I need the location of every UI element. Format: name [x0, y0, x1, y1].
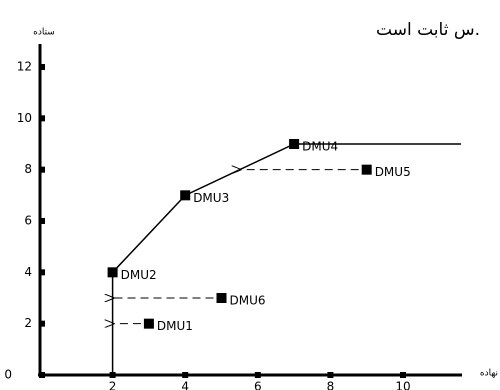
point-label: DMU3: [193, 191, 229, 205]
point-label: DMU2: [121, 268, 157, 282]
y-tick: [39, 218, 45, 224]
point: [180, 190, 191, 201]
point-label: DMU1: [157, 319, 193, 333]
x-tick: [327, 372, 334, 378]
point-label: DMU4: [302, 140, 338, 154]
chart-title: س ثابت است.: [376, 20, 480, 40]
x-axis-label: نهاده: [480, 369, 498, 379]
x-tick: [254, 372, 261, 378]
point: [143, 318, 154, 329]
y-tick-label: 6: [24, 214, 32, 228]
y-tick-label: 4: [24, 265, 32, 279]
point-label: DMU5: [375, 165, 411, 179]
y-tick-label: 12: [17, 60, 32, 74]
point: [107, 267, 118, 278]
x-tick-label: 2: [109, 380, 117, 390]
point: [216, 293, 227, 303]
y-tick-label: 0: [4, 368, 12, 382]
y-tick: [39, 64, 45, 70]
x-tick-label: 6: [254, 380, 262, 390]
x-tick-label: 10: [395, 380, 410, 390]
y-tick-label: 2: [24, 316, 32, 330]
x-tick: [400, 372, 406, 378]
y-tick: [39, 320, 45, 327]
point: [289, 139, 300, 149]
point-label: DMU6: [230, 294, 266, 308]
y-tick: [39, 115, 45, 122]
y-tick: [39, 372, 45, 378]
point: [361, 164, 372, 175]
y-tick-label: 8: [24, 162, 32, 176]
x-tick-label: 8: [327, 380, 335, 390]
y-tick: [39, 269, 45, 276]
x-tick: [182, 372, 189, 378]
y-axis-label: ستاده: [33, 28, 55, 38]
x-tick-label: 4: [181, 380, 189, 390]
y-tick-label: 10: [17, 111, 32, 125]
y-tick: [39, 166, 45, 173]
